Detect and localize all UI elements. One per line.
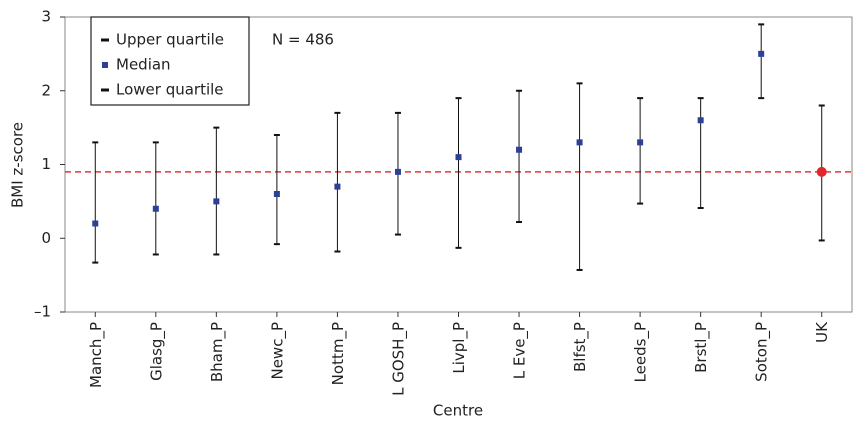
x-tick-label: Glasg_P [147, 322, 166, 381]
median-marker [758, 50, 765, 57]
median-marker [213, 198, 220, 205]
median-marker [697, 117, 704, 124]
x-tick-label: Soton_P [753, 322, 772, 382]
y-tick-label: –1 [34, 303, 51, 321]
median-marker [394, 168, 401, 175]
median-marker [516, 146, 523, 153]
x-tick-label: Livpl_P [450, 322, 469, 374]
x-tick-label: Bham_P [208, 322, 227, 382]
x-tick-label: Nottm_P [329, 322, 348, 385]
median-marker [334, 183, 341, 190]
median-marker [273, 191, 280, 197]
x-tick-label: Leeds_P [632, 322, 651, 382]
median-marker [92, 220, 99, 227]
median-marker [152, 205, 159, 212]
x-tick-label: Manch_P [87, 322, 106, 388]
x-tick-label: Blfst_P [571, 322, 590, 372]
y-tick-label: 0 [41, 229, 51, 247]
y-tick-label: 2 [41, 81, 51, 99]
x-tick-label: Brstl_P [692, 322, 711, 373]
y-axis-label: BMI z-score [9, 122, 27, 208]
legend-box [90, 16, 250, 106]
median-marker [816, 166, 827, 177]
legend-label: Median [116, 56, 171, 74]
x-tick-label: L GOSH_P [389, 322, 408, 396]
legend-label: Lower quartile [116, 81, 224, 99]
x-axis-label: Centre [433, 402, 483, 420]
median-marker [637, 139, 644, 146]
x-tick-label: UK [813, 321, 831, 343]
legend-swatch [102, 62, 108, 68]
legend-label: Upper quartile [116, 31, 224, 49]
x-tick-label: Newc_P [268, 322, 287, 380]
median-marker [455, 154, 462, 161]
annotation: N = 486 [272, 31, 334, 49]
x-tick-label: L Eve_P [511, 322, 530, 379]
y-tick-label: 1 [41, 155, 51, 173]
median-marker [576, 139, 583, 146]
y-tick-label: 3 [41, 8, 51, 26]
legend: Upper quartile Median Lower quartile [90, 16, 250, 106]
